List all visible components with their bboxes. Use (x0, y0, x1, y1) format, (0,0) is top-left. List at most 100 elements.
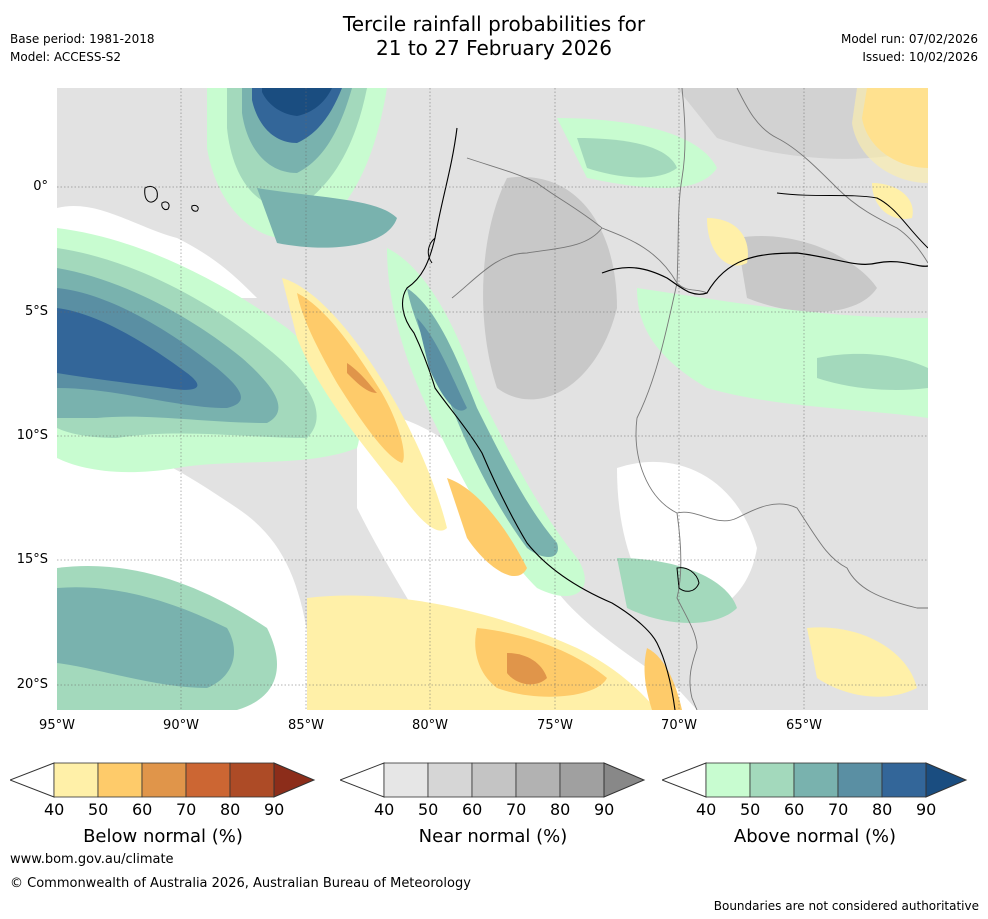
y-tick-label: 15°S (16, 552, 48, 567)
below-normal-region (807, 627, 917, 697)
copyright-notice: © Commonwealth of Australia 2026, Austra… (10, 876, 471, 891)
colorbar-near-swatches (338, 762, 646, 798)
near-normal-region (737, 236, 877, 312)
below-normal-region (507, 653, 547, 685)
colorbar-cell (793, 762, 839, 798)
colorbar-tick: 70 (828, 800, 849, 819)
website-link[interactable]: www.bom.gov.au/climate (10, 852, 174, 867)
colorbar-tick: 90 (594, 800, 615, 819)
disclaimer: Boundaries are not considered authoritat… (713, 899, 979, 913)
y-tick-label: 10°S (16, 428, 48, 443)
colorbar-cell (837, 762, 883, 798)
colorbar-tick: 70 (176, 800, 197, 819)
colorbar-cell (141, 762, 187, 798)
x-tick-label: 75°W (537, 718, 573, 733)
above-normal-region (57, 587, 235, 688)
colorbar-tick: 40 (374, 800, 395, 819)
colorbar-cell (383, 762, 429, 798)
colorbar-near-normal: 40 50 60 70 80 90 Near normal (%) (338, 762, 650, 852)
below-normal-region (297, 293, 404, 463)
colorbar-extend-low (660, 762, 707, 798)
colorbar-label: Near normal (%) (418, 826, 568, 847)
colorbar-tick: 90 (916, 800, 937, 819)
below-normal-region (872, 183, 913, 219)
above-normal-region (577, 138, 677, 178)
title-line-1: Tercile rainfall probabilities for (342, 12, 646, 36)
x-tick-label: 65°W (786, 718, 822, 733)
gridlines (57, 88, 928, 710)
y-tick-label: 0° (33, 179, 48, 194)
above-normal-region (817, 353, 928, 390)
below-normal-region (707, 218, 748, 266)
colorbar-cell (749, 762, 795, 798)
colorbar-extend-high (603, 762, 646, 798)
coastline (427, 237, 436, 264)
colorbar-above-swatches (660, 762, 968, 798)
x-tick-label: 90°W (163, 718, 199, 733)
colorbar-cell (97, 762, 143, 798)
above-normal-region (417, 318, 467, 411)
x-tick-label: 95°W (39, 718, 75, 733)
river-negro (776, 192, 928, 249)
below-normal-region (852, 88, 928, 183)
below-normal-region (347, 363, 377, 393)
colorbar-cell (515, 762, 561, 798)
colorbar-cell (185, 762, 231, 798)
galapagos-island (191, 205, 199, 212)
probability-map (57, 88, 928, 710)
above-normal-region (407, 288, 558, 558)
above-normal-region (57, 308, 198, 390)
colorbar-label: Above normal (%) (733, 826, 897, 847)
below-normal-region (447, 478, 527, 577)
above-normal-region (262, 88, 332, 116)
map-panel (57, 88, 928, 710)
colorbar-below-normal: 40 50 60 70 80 90 Below normal (%) (8, 762, 320, 852)
country-border (736, 88, 928, 264)
colorbar-cell (53, 762, 99, 798)
country-border (451, 227, 603, 299)
map-title: Tercile rainfall probabilities for 21 to… (0, 12, 988, 60)
colorbar-cell (559, 762, 605, 798)
colorbar-cell (471, 762, 517, 798)
colorbar-cell (427, 762, 473, 798)
x-tick-label: 80°W (412, 718, 448, 733)
colorbar-tick: 80 (872, 800, 893, 819)
colorbar-label: Below normal (%) (83, 826, 243, 847)
near-normal-region (483, 176, 617, 400)
country-border (676, 88, 686, 284)
colorbar-tick: 50 (740, 800, 761, 819)
colorbar-extend-low (8, 762, 55, 798)
country-border (635, 282, 928, 609)
colorbar-extend-high (925, 762, 968, 798)
base-period: Base period: 1981-2018 (10, 32, 155, 46)
colorbar-tick: 60 (784, 800, 805, 819)
above-normal-region (617, 558, 737, 623)
y-tick-label: 20°S (16, 677, 48, 692)
model-run: Model run: 07/02/2026 (840, 32, 978, 46)
colorbar-below-swatches (8, 762, 316, 798)
colorbar-tick: 60 (462, 800, 483, 819)
model-name: Model: ACCESS-S2 (10, 50, 122, 64)
issued-date: Issued: 10/02/2026 (862, 50, 978, 64)
river-amazon (601, 252, 928, 295)
meta-left: Base period: 1981-2018 Model: ACCESS-S2 (10, 30, 155, 66)
lake-titicaca (676, 567, 700, 592)
x-tick-label: 85°W (288, 718, 324, 733)
title-line-2: 21 to 27 February 2026 (376, 36, 612, 60)
colorbar-extend-low (338, 762, 385, 798)
coastline (401, 127, 676, 710)
colorbar-above-normal: 40 50 60 70 80 90 Above normal (%) (660, 762, 972, 852)
colorbar-tick: 80 (550, 800, 571, 819)
colorbar-tick: 50 (418, 800, 439, 819)
colorbar-tick: 90 (264, 800, 285, 819)
galapagos-island (144, 185, 158, 203)
x-tick-label: 70°W (661, 718, 697, 733)
above-normal-region (257, 188, 397, 248)
country-border (676, 512, 698, 710)
below-normal-region (475, 628, 607, 697)
colorbar-tick: 50 (88, 800, 109, 819)
colorbar-tick: 80 (220, 800, 241, 819)
colorbar-tick: 70 (506, 800, 527, 819)
colorbar-extend-high (273, 762, 316, 798)
meta-right: Model run: 07/02/2026 Issued: 10/02/2026 (841, 30, 978, 66)
